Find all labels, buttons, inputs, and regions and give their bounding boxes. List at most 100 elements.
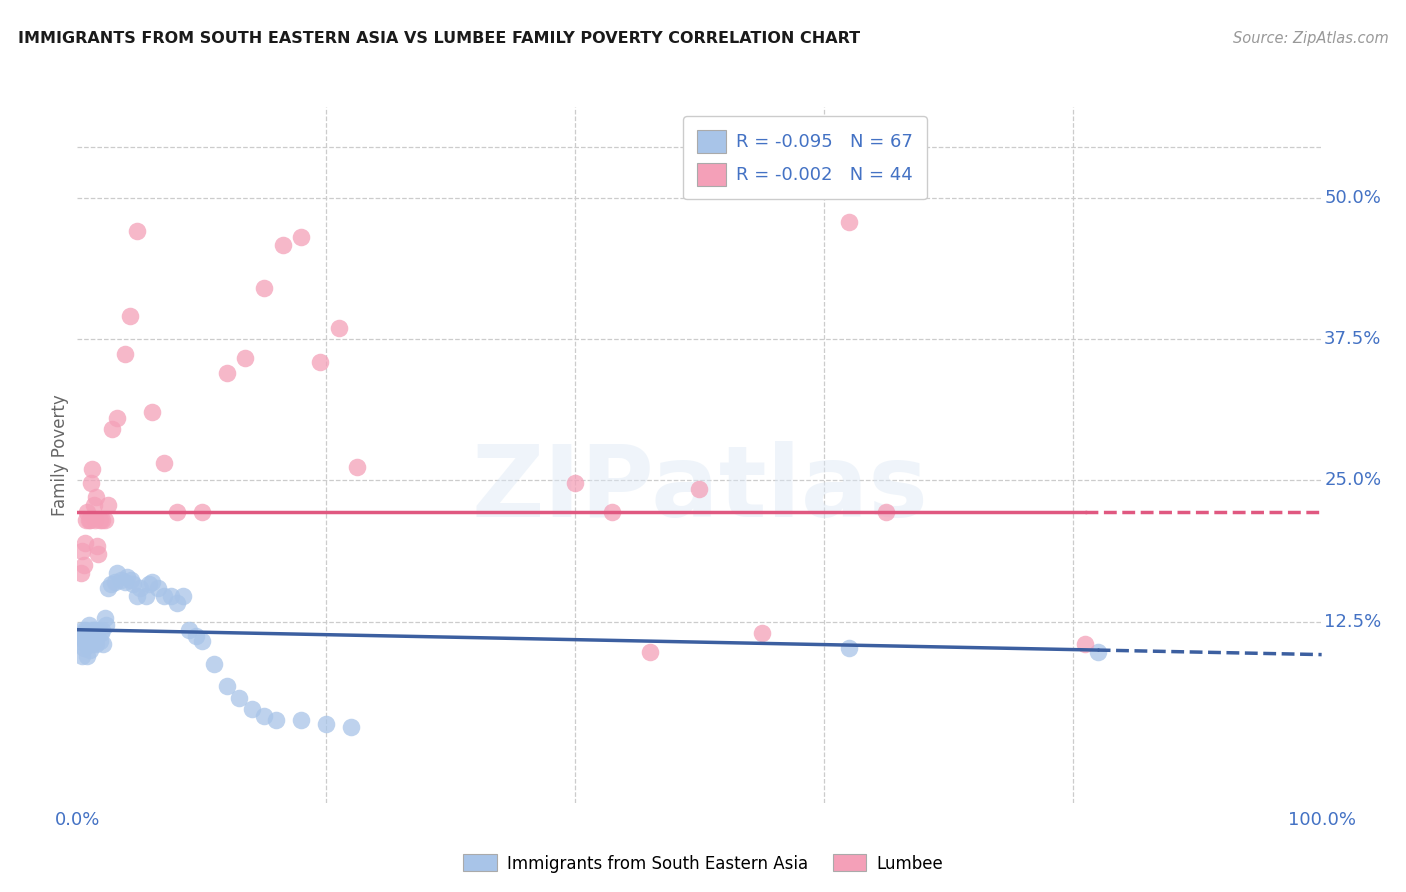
Point (83, 623, 105, 637)
Point (266, 713, 288, 727)
Point (340, 720, 363, 734)
Point (80, 634, 103, 648)
Point (191, 634, 214, 648)
Point (94, 618, 117, 632)
Point (233, 351, 256, 366)
Point (271, 238, 294, 252)
Point (84, 637, 107, 651)
Point (118, 310, 141, 324)
Point (875, 505, 897, 519)
Legend: R = -0.095   N = 67, R = -0.002   N = 44: R = -0.095 N = 67, R = -0.002 N = 44 (683, 116, 927, 200)
Point (72, 640, 94, 655)
Point (75, 637, 97, 651)
Point (315, 716, 337, 731)
Point (72, 626, 94, 640)
Point (73, 634, 96, 648)
Point (83, 634, 105, 648)
Legend: Immigrants from South Eastern Asia, Lumbee: Immigrants from South Eastern Asia, Lumb… (457, 847, 949, 880)
Point (114, 346, 136, 360)
Point (100, 577, 122, 591)
Point (104, 575, 127, 590)
Point (97, 498, 120, 512)
Point (328, 320, 350, 334)
Text: 37.5%: 37.5% (1324, 330, 1382, 348)
Point (72, 543, 94, 558)
Point (253, 281, 276, 295)
Point (75, 513, 97, 527)
Point (125, 225, 148, 239)
Text: 50.0%: 50.0% (1324, 188, 1381, 207)
Text: 25.0%: 25.0% (1324, 471, 1381, 490)
Point (93, 637, 115, 651)
Point (105, 566, 128, 581)
Point (838, 640, 860, 655)
Point (97, 581, 120, 595)
Text: ZIPatlas: ZIPatlas (471, 442, 928, 538)
Point (69, 634, 91, 648)
Point (77, 513, 100, 527)
Point (83, 498, 105, 512)
Point (89, 634, 111, 648)
Point (77, 626, 100, 640)
Point (83, 623, 105, 637)
Point (172, 589, 194, 603)
Point (290, 713, 312, 727)
Point (72, 623, 94, 637)
Point (120, 573, 142, 587)
Point (82, 462, 104, 476)
Text: 12.5%: 12.5% (1324, 613, 1381, 631)
Point (114, 575, 136, 590)
Point (1087, 645, 1109, 659)
Point (202, 657, 225, 671)
Point (564, 475, 586, 490)
Point (73, 623, 96, 637)
Point (602, 505, 624, 519)
Point (215, 679, 238, 693)
Point (80, 475, 103, 490)
Point (228, 690, 250, 705)
Point (93, 611, 115, 625)
Point (91, 623, 114, 637)
Point (76, 648, 98, 663)
Point (72, 558, 94, 573)
Text: IMMIGRANTS FROM SOUTH EASTERN ASIA VS LUMBEE FAMILY POVERTY CORRELATION CHART: IMMIGRANTS FROM SOUTH EASTERN ASIA VS LU… (18, 31, 860, 46)
Point (79, 643, 101, 657)
Point (87, 547, 110, 561)
Point (83, 630, 105, 644)
Point (79, 513, 101, 527)
Point (253, 708, 276, 723)
Point (76, 634, 98, 648)
Text: Source: ZipAtlas.com: Source: ZipAtlas.com (1233, 31, 1389, 46)
Point (83, 513, 105, 527)
Point (309, 354, 332, 368)
Point (138, 577, 160, 591)
Point (125, 589, 148, 603)
Point (751, 626, 773, 640)
Point (75, 630, 97, 644)
Point (79, 632, 101, 646)
Point (135, 589, 157, 603)
Point (153, 589, 176, 603)
Point (101, 422, 124, 436)
Point (166, 505, 188, 519)
Point (115, 569, 138, 583)
Y-axis label: Family Poverty: Family Poverty (51, 394, 69, 516)
Point (290, 230, 312, 244)
Point (84, 491, 107, 505)
Point (110, 573, 132, 587)
Point (1074, 637, 1097, 651)
Point (70, 630, 93, 644)
Point (184, 630, 207, 644)
Point (76, 505, 98, 519)
Point (141, 405, 163, 419)
Point (838, 215, 860, 229)
Point (87, 623, 110, 637)
Point (84, 626, 107, 640)
Point (191, 505, 214, 519)
Point (105, 411, 128, 425)
Point (215, 366, 238, 380)
Point (70, 566, 93, 581)
Point (346, 459, 368, 474)
Point (89, 513, 111, 527)
Point (80, 623, 103, 637)
